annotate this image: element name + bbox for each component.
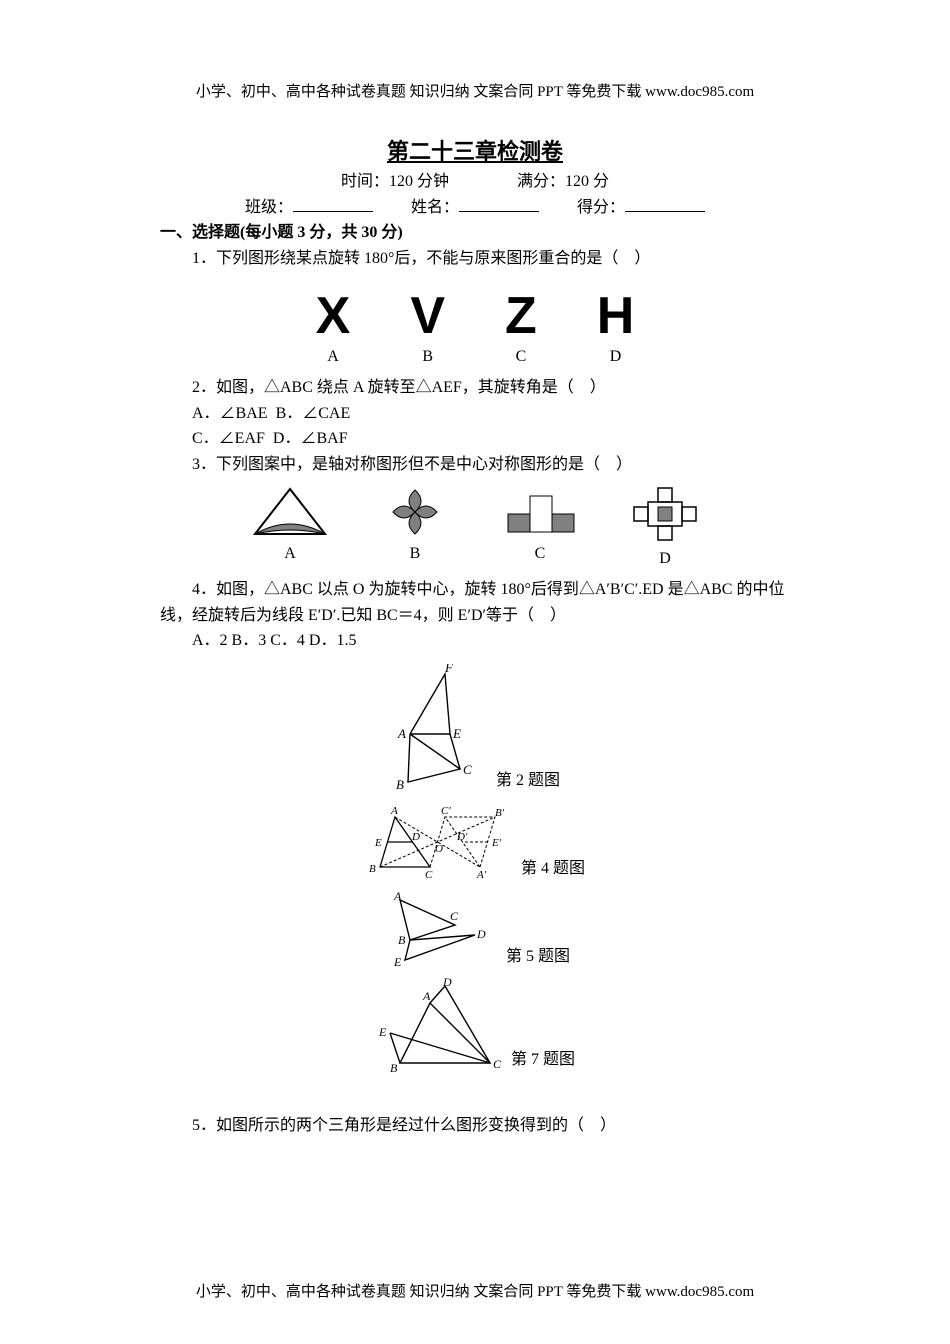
q2-opts-row1: A．∠BAE B．∠CAE <box>160 401 790 427</box>
center-figures: F A E B C 第 2 题图 <box>160 664 790 1073</box>
q3-option-c: C <box>500 484 580 572</box>
lbl-e: E <box>452 726 461 741</box>
q1-label-c: C <box>516 344 527 370</box>
q1-label-a: A <box>327 344 339 370</box>
q2-opts-row2: C．∠EAF D．∠BAF <box>160 426 790 452</box>
q1-label-b: B <box>422 344 433 370</box>
q7-figure: A D E B C 第 7 题图 <box>375 978 575 1073</box>
meta-line-1: 时间：120 分钟 满分：120 分 <box>160 169 790 195</box>
q1-letter-h: H <box>597 290 635 342</box>
q1-label-d: D <box>610 344 622 370</box>
q4-text-span: 4．如图，△ABC 以点 O 为旋转中心，旋转 180°后得到△A′B′C′.E… <box>160 581 784 624</box>
q3-svg-a <box>250 484 330 539</box>
q5-figure: A B C D E 第 5 题图 <box>380 890 570 970</box>
lbl-c: C <box>463 762 472 777</box>
q4-lbl-b: B <box>369 863 376 875</box>
q3-figures: A B C <box>160 484 790 572</box>
q1-figures: X A V B Z C H D <box>160 290 790 370</box>
q7-lbl-d: D <box>442 978 452 989</box>
q4-lbl-bp: B′ <box>495 807 505 819</box>
page-header: 小学、初中、高中各种试卷真题 知识归纳 文案合同 PPT 等免费下载 www.d… <box>160 80 790 104</box>
q1-letter-z: Z <box>505 290 537 342</box>
q4-caption: 第 4 题图 <box>521 856 585 882</box>
meta-line-2: 班级： 姓名： 得分： <box>160 195 790 221</box>
q4-text: 4．如图，△ABC 以点 O 为旋转中心，旋转 180°后得到△A′B′C′.E… <box>160 577 790 628</box>
q4-lbl-ep: E′ <box>491 837 502 849</box>
q5-lbl-d: D <box>476 927 486 941</box>
full-value: 120 分 <box>565 173 609 190</box>
q5-lbl-c: C <box>450 909 459 923</box>
q1-option-a: X A <box>316 290 351 370</box>
full-label: 满分： <box>517 173 565 190</box>
q3-label-c: C <box>535 541 546 567</box>
q4-lbl-ap: A′ <box>476 869 487 881</box>
q2-figure: F A E B C 第 2 题图 <box>390 664 560 794</box>
q5-svg: A B C D E <box>380 890 500 970</box>
q1-letter-v: V <box>410 290 445 342</box>
q4-lbl-cp: C′ <box>441 805 451 817</box>
q1-option-b: V B <box>410 290 445 370</box>
lbl-b: B <box>396 777 404 792</box>
q5-text: 5．如图所示的两个三角形是经过什么图形变换得到的（ ） <box>160 1113 790 1139</box>
q1-letter-x: X <box>316 290 351 342</box>
page-footer: 小学、初中、高中各种试卷真题 知识归纳 文案合同 PPT 等免费下载 www.d… <box>0 1280 950 1304</box>
q5-caption: 第 5 题图 <box>506 944 570 970</box>
name-label: 姓名： <box>411 199 459 216</box>
q4-lbl-d: D <box>411 831 420 843</box>
q4-svg: A B C E D O A′ B′ C′ E′ D′ <box>365 802 515 882</box>
q3-label-a: A <box>284 541 296 567</box>
q4-lbl-o: O <box>435 843 443 855</box>
q3-option-a: A <box>250 484 330 572</box>
q4-lbl-a: A <box>390 805 398 817</box>
q1-text: 1．下列图形绕某点旋转 180°后，不能与原来图形重合的是（ ） <box>160 246 790 272</box>
q2-opt-b: B．∠CAE <box>276 405 351 422</box>
q7-lbl-e: E <box>378 1025 387 1039</box>
q7-lbl-a: A <box>422 989 431 1003</box>
q3-label-b: B <box>410 541 421 567</box>
lbl-a: A <box>397 726 406 741</box>
q4-lbl-c: C <box>425 869 433 881</box>
q3-option-b: B <box>380 484 450 572</box>
q3-svg-d <box>630 484 700 544</box>
q3-text: 3．下列图案中，是轴对称图形但不是中心对称图形的是（ ） <box>160 452 790 478</box>
score-blank[interactable] <box>625 195 705 212</box>
q3-svg-c <box>500 484 580 539</box>
q7-lbl-b: B <box>390 1061 398 1073</box>
q7-svg: A D E B C <box>375 978 505 1073</box>
q3-svg-b <box>380 484 450 539</box>
test-title: 第二十三章检测卷 <box>160 134 790 169</box>
q5-lbl-a: A <box>393 890 402 903</box>
q2-text: 2．如图，△ABC 绕点 A 旋转至△AEF，其旋转角是（ ） <box>160 375 790 401</box>
page: 小学、初中、高中各种试卷真题 知识归纳 文案合同 PPT 等免费下载 www.d… <box>0 0 950 1344</box>
time-label: 时间： <box>341 173 389 190</box>
q1-option-c: Z C <box>505 290 537 370</box>
q2-caption: 第 2 题图 <box>496 768 560 794</box>
class-label: 班级： <box>245 199 293 216</box>
q2-svg: F A E B C <box>390 664 490 794</box>
q5-lbl-b: B <box>398 933 406 947</box>
q4-opts: A．2 B．3 C．4 D．1.5 <box>160 628 790 654</box>
q4-lbl-e: E <box>374 837 382 849</box>
q2-opt-d: D．∠BAF <box>273 430 348 447</box>
class-blank[interactable] <box>293 195 373 212</box>
q2-opt-c: C．∠EAF <box>192 430 265 447</box>
name-blank[interactable] <box>459 195 539 212</box>
q4-figure: A B C E D O A′ B′ C′ E′ D′ 第 4 题图 <box>365 802 585 882</box>
q2-text-span: 2．如图，△ABC 绕点 A 旋转至△AEF，其旋转角是（ ） <box>192 379 606 396</box>
q3-option-d: D <box>630 484 700 572</box>
score-label: 得分： <box>577 199 625 216</box>
time-value: 120 分钟 <box>389 173 449 190</box>
section-1-heading: 一、选择题(每小题 3 分，共 30 分) <box>160 220 790 246</box>
q1-option-d: H D <box>597 290 635 370</box>
q5-lbl-e: E <box>393 955 402 969</box>
q3-label-d: D <box>659 546 671 572</box>
q7-caption: 第 7 题图 <box>511 1047 575 1073</box>
q2-opt-a: A．∠BAE <box>192 405 268 422</box>
q4-lbl-dp: D′ <box>456 831 468 843</box>
q7-lbl-c: C <box>493 1057 502 1071</box>
lbl-f: F <box>444 664 454 675</box>
